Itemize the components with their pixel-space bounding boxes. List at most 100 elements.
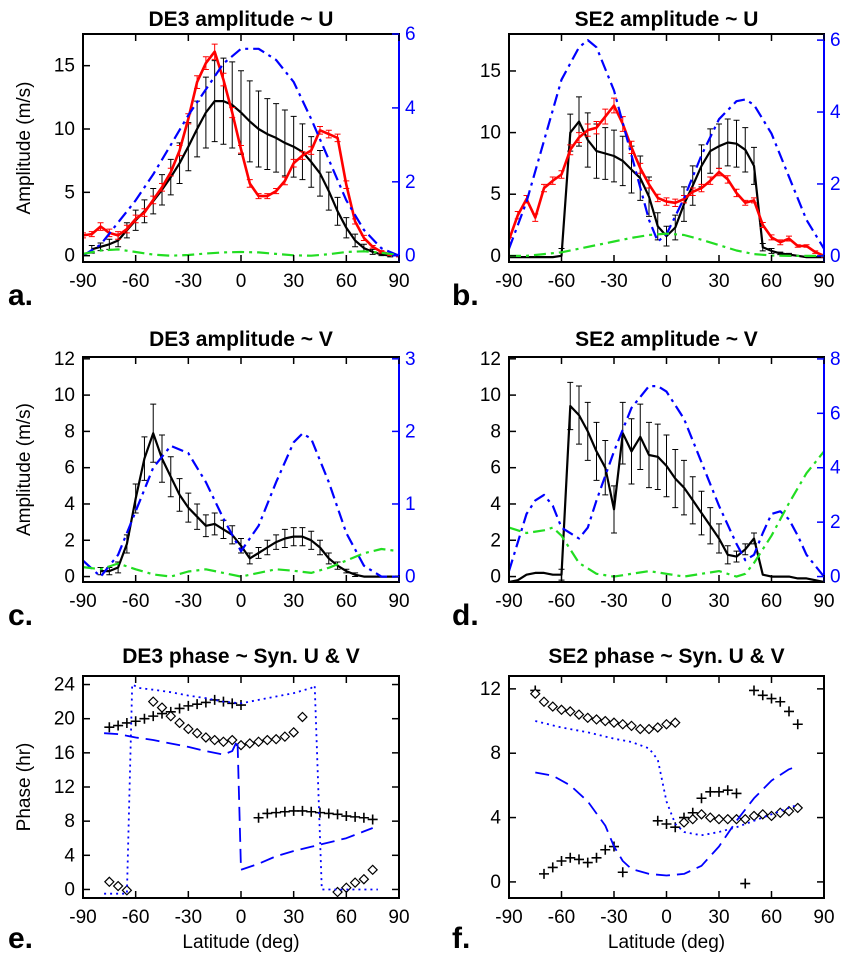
data-point-diamond [538,696,550,708]
error-bar [707,176,714,185]
data-point-plus [341,811,352,822]
series-line [83,47,399,257]
data-point-diamond [182,723,194,735]
y-tick-label: 2 [64,530,75,551]
chart-title: DE3 amplitude ~ U [149,8,334,31]
y2-tick-label: 3 [405,349,416,370]
data-point-diamond [218,736,229,748]
y-tick-label: 12 [54,349,75,370]
error-bar [768,247,775,254]
x-tick-label: 0 [236,271,247,292]
error-bar [751,197,757,204]
x-tick-label: -90 [69,271,96,292]
error-bar [211,43,218,60]
series-line [83,547,399,578]
y-tick-label: 6 [64,458,75,479]
series-2 [83,547,399,578]
x-tick-label: 0 [236,591,247,612]
error-bar [549,176,556,185]
error-bar [742,127,749,173]
y2-tick-label: 2 [830,174,841,195]
x-tick-label: -60 [122,907,149,928]
data-point-diamond [766,810,777,822]
x-tick-label: -30 [175,907,202,928]
y2-tick-label: 4 [830,102,841,123]
x-tick-label: 90 [388,591,409,612]
x-axis-label: Latitude (deg) [608,932,725,953]
data-point-plus [556,856,567,866]
data-point-diamond [617,718,629,730]
error-bar [593,421,600,481]
plot-area [83,403,399,578]
data-point-plus [306,806,317,817]
y2-tick-label: 1 [405,494,416,515]
x-tick-label: 0 [236,907,247,928]
data-point-plus [288,805,299,816]
y-tick-label: 10 [480,123,501,144]
panel-b: -90 -60 -30 0 30 60 90 0 5 10 15 0 2 4 6 SE2 amplitude … [452,8,841,312]
error-bar [611,485,617,534]
y-tick-label: 20 [54,709,75,730]
y-tick-label: 10 [54,119,75,140]
error-bar [663,225,670,247]
error-bar [567,381,574,431]
y-tick-label: 12 [480,679,501,700]
error-bar [141,436,148,481]
data-point-plus [740,878,751,889]
data-point-diamond [792,802,804,814]
x-tick-label: -90 [495,591,522,612]
data-point-plus [617,867,628,878]
error-bar [689,476,696,525]
series-line [509,39,824,250]
error-bar [733,550,740,563]
plot-area [509,381,824,582]
series-0 [509,381,824,582]
data-point-plus [323,808,334,819]
series-1 [103,696,379,898]
error-bar [733,188,740,198]
plot-area [509,39,824,262]
data-point-plus [600,844,611,855]
data-point-diamond [244,738,256,749]
error-bar [299,151,306,160]
error-bar [150,195,157,205]
x-tick-label: 60 [336,591,357,612]
series-line [535,765,799,877]
series-line [509,450,824,578]
data-point-plus [705,786,716,797]
x-tick-label: 60 [761,591,782,612]
data-point-plus [236,700,246,711]
series-1 [509,385,824,578]
error-bar [159,434,165,483]
error-bar [602,108,609,125]
data-point-diamond [147,696,159,707]
x-tick-label: 90 [388,271,409,292]
error-bar [751,532,757,545]
error-bar [281,528,288,549]
data-point-diamond [174,717,185,729]
y-axis-label: Phase (hr) [14,743,35,832]
x-tick-label: -30 [600,907,627,928]
data-point-plus [766,693,777,704]
data-point-diamond [678,817,690,828]
error-bar [132,483,139,514]
y-tick-label: 4 [490,808,501,829]
error-bar [663,434,670,498]
series-1 [83,432,399,578]
y2-tick-label: 6 [830,30,841,51]
error-bar [229,106,236,119]
error-bar [602,439,609,496]
y-tick-label: 5 [490,184,501,205]
series-0 [88,57,394,258]
error-bar [681,186,687,222]
y-axis-label: Amplitude (m/s) [14,81,35,214]
data-point-diamond [783,805,795,817]
x-tick-label: 30 [283,907,304,928]
error-bar [768,234,775,241]
data-point-diamond [669,717,681,729]
x-tick-label: 30 [708,907,729,928]
panel-f: -90 -60 -30 0 30 60 90 0 4 8 12 SE2 phase ~ Syn. U … [452,645,835,955]
panel-label: e. [8,922,33,955]
y2-tick-label: 2 [405,172,416,193]
error-bar [576,385,582,445]
